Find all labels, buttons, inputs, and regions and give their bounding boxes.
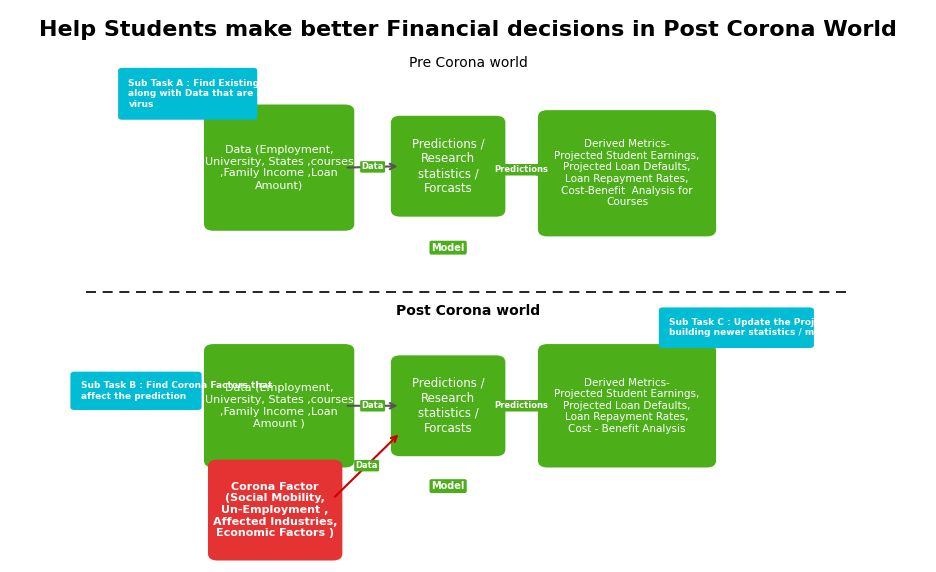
FancyBboxPatch shape [70, 372, 201, 410]
Text: Model: Model [431, 481, 465, 491]
Text: Derived Metrics-
Projected Student Earnings,
Projected Loan Defaults,
Loan Repay: Derived Metrics- Projected Student Earni… [554, 378, 700, 434]
Text: Derived Metrics-
Projected Student Earnings,
Projected Loan Defaults,
Loan Repay: Derived Metrics- Projected Student Earni… [554, 139, 700, 207]
Text: Data: Data [361, 162, 384, 172]
Text: Data: Data [356, 461, 378, 470]
Text: Sub Task B : Find Corona Factors that
affect the prediction: Sub Task B : Find Corona Factors that af… [80, 381, 272, 400]
FancyBboxPatch shape [204, 344, 355, 467]
Text: Predictions: Predictions [495, 402, 548, 410]
Text: Data: Data [361, 402, 384, 410]
FancyBboxPatch shape [659, 307, 814, 348]
Text: Pre Corona world: Pre Corona world [408, 57, 528, 70]
FancyBboxPatch shape [208, 460, 343, 561]
FancyBboxPatch shape [391, 355, 505, 456]
FancyBboxPatch shape [391, 116, 505, 217]
Text: Sub Task C : Update the Projections by
building newer statistics / models: Sub Task C : Update the Projections by b… [669, 318, 867, 337]
Text: Sub Task A : Find Existing Researches
along with Data that are affected by coron: Sub Task A : Find Existing Researches al… [128, 79, 353, 109]
FancyBboxPatch shape [538, 344, 716, 467]
Polygon shape [640, 345, 661, 362]
FancyBboxPatch shape [118, 68, 257, 120]
Text: Corona Factor
(Social Mobility,
Un-Employment ,
Affected Industries,
Economic Fa: Corona Factor (Social Mobility, Un-Emplo… [213, 482, 337, 538]
Text: Predictions /
Research
statistics /
Forcasts: Predictions / Research statistics / Forc… [412, 137, 485, 195]
Text: Predictions /
Research
statistics /
Forcasts: Predictions / Research statistics / Forc… [412, 377, 485, 435]
Text: Post Corona world: Post Corona world [396, 304, 540, 319]
Text: Predictions: Predictions [495, 165, 548, 174]
FancyBboxPatch shape [204, 105, 355, 231]
Polygon shape [207, 407, 227, 416]
Polygon shape [227, 117, 248, 156]
Text: Help Students make better Financial decisions in Post Corona World: Help Students make better Financial deci… [39, 19, 897, 39]
Text: Data (Employment,
University, States ,courses
,Family Income ,Loan
Amount): Data (Employment, University, States ,co… [205, 145, 354, 190]
FancyBboxPatch shape [538, 110, 716, 236]
Text: Model: Model [431, 243, 465, 253]
Text: Data (Employment,
University, States ,courses
,Family Income ,Loan
Amount ): Data (Employment, University, States ,co… [205, 383, 354, 428]
